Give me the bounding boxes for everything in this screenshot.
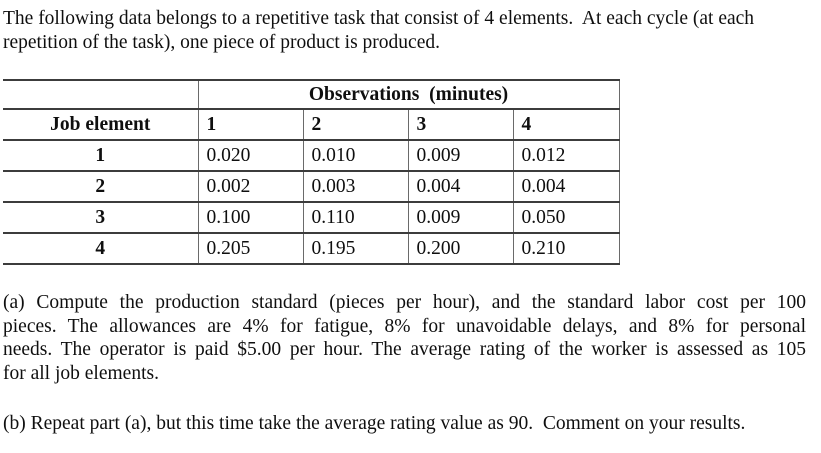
table-row-columns: Job element 1 2 3 4: [3, 108, 620, 141]
observation-value: 0.210: [512, 232, 620, 265]
table-row: 2 0.002 0.003 0.004 0.004: [3, 170, 620, 203]
element-label: 4: [3, 232, 199, 265]
element-label: 2: [3, 170, 199, 203]
observations-table: Observations (minutes) Job element 1 2 3…: [3, 79, 620, 265]
column-header-4: 4: [512, 108, 620, 141]
part-a-line: for all job elements.: [3, 362, 159, 384]
column-header-3: 3: [407, 108, 514, 141]
part-a-line: (a) Compute the production standard (pie…: [3, 292, 806, 313]
observation-value: 0.205: [197, 232, 304, 265]
table-row: 1 0.020 0.010 0.009 0.012: [3, 139, 620, 172]
row-header-label: Job element: [3, 108, 199, 141]
observation-value: 0.195: [302, 232, 409, 265]
observation-value: 0.200: [407, 232, 514, 265]
table-row-title: Observations (minutes): [3, 79, 620, 110]
observation-value: 0.009: [407, 139, 514, 172]
observation-value: 0.004: [512, 170, 620, 203]
intro-line: The following data belongs to a repetiti…: [3, 8, 755, 29]
intro-line: repetition of the task), one piece of pr…: [3, 31, 440, 53]
table-row: 4 0.205 0.195 0.200 0.210: [3, 232, 620, 265]
column-header-1: 1: [197, 108, 304, 141]
observation-value: 0.003: [302, 170, 409, 203]
corner-cell: [3, 79, 199, 110]
part-b-paragraph: (b) Repeat part (a), but this time take …: [3, 412, 806, 436]
element-label: 3: [3, 201, 199, 234]
column-header-2: 2: [302, 108, 409, 141]
observation-value: 0.002: [197, 170, 304, 203]
intro-paragraph: The following data belongs to a repetiti…: [3, 7, 806, 54]
part-a-line: pieces. The allowances are 4% for fatigu…: [3, 315, 806, 337]
observation-value: 0.004: [407, 170, 514, 203]
observation-value: 0.050: [512, 201, 620, 234]
observation-value: 0.100: [197, 201, 304, 234]
table-row: 3 0.100 0.110 0.009 0.050: [3, 201, 620, 234]
observations-header: Observations (minutes): [197, 79, 620, 110]
observation-value: 0.009: [407, 201, 514, 234]
element-label: 1: [3, 139, 199, 172]
part-a-line: needs. The operator is paid $5.00 per ho…: [3, 339, 806, 360]
observation-value: 0.020: [197, 139, 304, 172]
part-b-line: (b) Repeat part (a), but this time take …: [3, 413, 746, 434]
observation-value: 0.012: [512, 139, 620, 172]
observation-value: 0.110: [302, 201, 409, 234]
part-a-paragraph: (a) Compute the production standard (pie…: [3, 291, 806, 385]
observation-value: 0.010: [302, 139, 409, 172]
